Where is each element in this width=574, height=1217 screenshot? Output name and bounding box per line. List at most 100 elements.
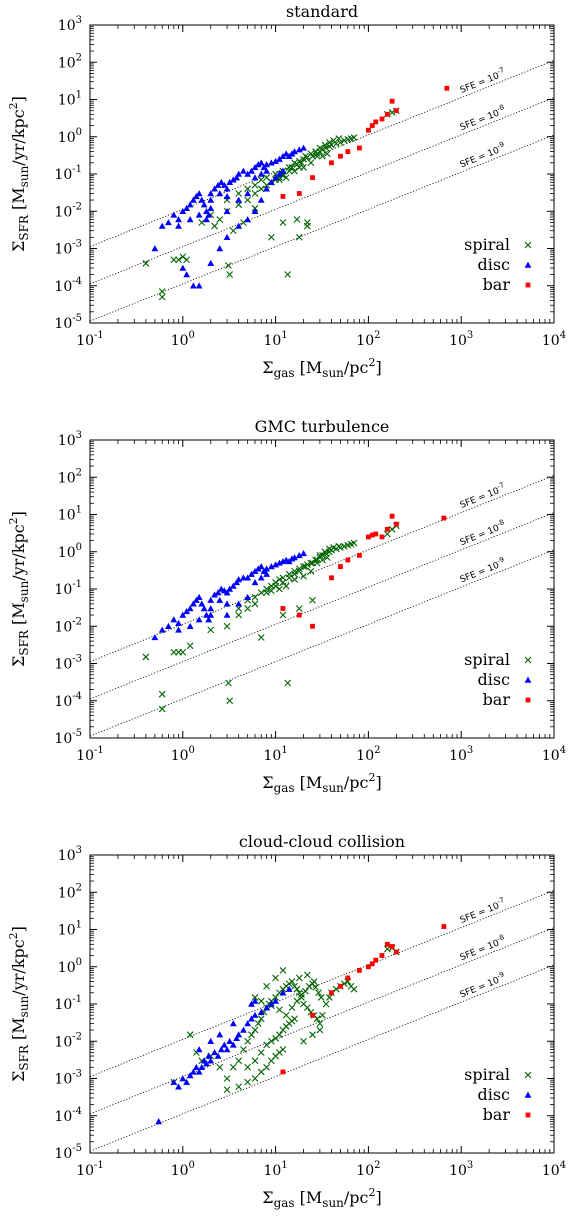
sfe-label-1: SFE = 10-7 xyxy=(458,481,508,511)
spiral-point xyxy=(244,1078,252,1086)
legend-marker-disc xyxy=(524,261,532,268)
spiral-point xyxy=(251,1026,259,1034)
bar-point xyxy=(310,175,315,181)
x-tick-base: 10 xyxy=(263,1163,281,1179)
spiral-point xyxy=(225,679,232,687)
y-tick-base: 10 xyxy=(58,470,76,486)
legend-label-disc: disc xyxy=(477,670,510,689)
spiral-point xyxy=(254,1020,262,1027)
spiral-point xyxy=(186,1031,194,1039)
disc-point xyxy=(263,1004,271,1011)
spiral-point xyxy=(267,233,275,241)
disc-point xyxy=(223,193,231,200)
x-tick-label: 102 xyxy=(356,330,380,349)
x-axis-label: Σgas [Msun/pc2] xyxy=(262,1186,382,1210)
y-tick-exp: -4 xyxy=(72,1106,82,1117)
y-tick-base: 10 xyxy=(54,1034,72,1050)
y-tick-label: 101 xyxy=(58,920,82,939)
bar-point xyxy=(280,606,286,611)
disc-point xyxy=(244,170,252,177)
x-tick-label: 101 xyxy=(263,745,287,764)
x-tick-label: 100 xyxy=(171,330,195,349)
sfe-lines xyxy=(90,475,554,737)
sfe-label-exp: -9 xyxy=(496,140,505,150)
disc-point xyxy=(175,626,182,633)
series-spiral xyxy=(170,944,400,1094)
bar-point xyxy=(384,111,390,117)
disc-point xyxy=(183,271,191,278)
disc-point xyxy=(189,282,197,289)
y-tick-label: 102 xyxy=(58,52,82,71)
spiral-point xyxy=(186,642,194,650)
legend-marker-spiral xyxy=(524,656,532,664)
x-tick-exp: 3 xyxy=(467,1160,473,1171)
bar-point xyxy=(389,98,395,104)
bar-point xyxy=(338,153,343,159)
bar-point xyxy=(379,953,385,958)
disc-point xyxy=(267,1000,275,1007)
bar-point xyxy=(310,623,315,629)
y-tick-base: 10 xyxy=(54,167,72,183)
y-tick-base: 10 xyxy=(54,1109,72,1125)
spiral-point xyxy=(293,216,301,223)
disc-point xyxy=(192,1063,200,1071)
disc-point xyxy=(295,551,303,559)
x-tick-exp: 4 xyxy=(560,745,566,756)
disc-point xyxy=(223,207,231,214)
disc-point xyxy=(235,196,243,203)
series-disc xyxy=(151,144,307,289)
x-tick-base: 10 xyxy=(356,333,374,349)
spiral-point xyxy=(257,589,265,596)
disc-point xyxy=(235,170,243,177)
spiral-point xyxy=(316,144,324,152)
disc-point xyxy=(300,144,307,151)
spiral-point xyxy=(316,551,324,559)
spiral-point xyxy=(244,185,252,193)
spiral-point xyxy=(300,1037,307,1045)
spiral-point xyxy=(244,605,252,612)
bar-point xyxy=(369,532,375,538)
disc-point xyxy=(175,619,182,627)
disc-point xyxy=(244,574,252,581)
spiral-point xyxy=(309,596,316,604)
spiral-point xyxy=(305,982,313,990)
y-tick-exp: 3 xyxy=(76,15,82,26)
disc-point xyxy=(170,211,178,218)
disc-point xyxy=(295,146,303,153)
y-label-sub: SFR xyxy=(17,1044,31,1071)
y-tick-exp: -2 xyxy=(72,201,82,212)
spiral-point xyxy=(251,1075,259,1082)
x-label-sub: gas xyxy=(274,366,295,380)
bar-point xyxy=(384,941,390,947)
spiral-point xyxy=(321,141,329,149)
bar-point xyxy=(389,944,395,949)
y-label-close: ] xyxy=(9,511,28,517)
spiral-point xyxy=(244,196,252,204)
y-tick-base: 10 xyxy=(54,694,72,710)
x-tick-exp: 0 xyxy=(189,745,195,756)
disc-point xyxy=(257,563,265,570)
sfe-line-3 xyxy=(90,964,554,1152)
disc-point xyxy=(276,155,283,162)
bar-point xyxy=(441,924,447,929)
x-label-sym: Σ xyxy=(262,358,273,377)
disc-point xyxy=(158,626,166,633)
x-tick-label: 10-1 xyxy=(76,1160,104,1179)
x-tick-label: 103 xyxy=(449,330,473,349)
x-tick-exp: 1 xyxy=(281,1160,287,1171)
spiral-point xyxy=(179,648,187,656)
y-tick-label: 10-4 xyxy=(54,276,82,295)
bar-point xyxy=(373,957,379,963)
series-disc xyxy=(151,550,307,641)
spiral-point xyxy=(350,539,358,547)
disc-point xyxy=(170,1078,178,1085)
disc-point xyxy=(195,616,203,623)
bar-point xyxy=(366,127,371,133)
spiral-point xyxy=(235,1057,243,1065)
bar-point xyxy=(329,575,334,581)
spiral-point xyxy=(319,152,326,160)
y-label-close: ] xyxy=(9,926,28,932)
spiral-point xyxy=(223,1086,231,1094)
y-tick-exp: 3 xyxy=(76,430,82,441)
